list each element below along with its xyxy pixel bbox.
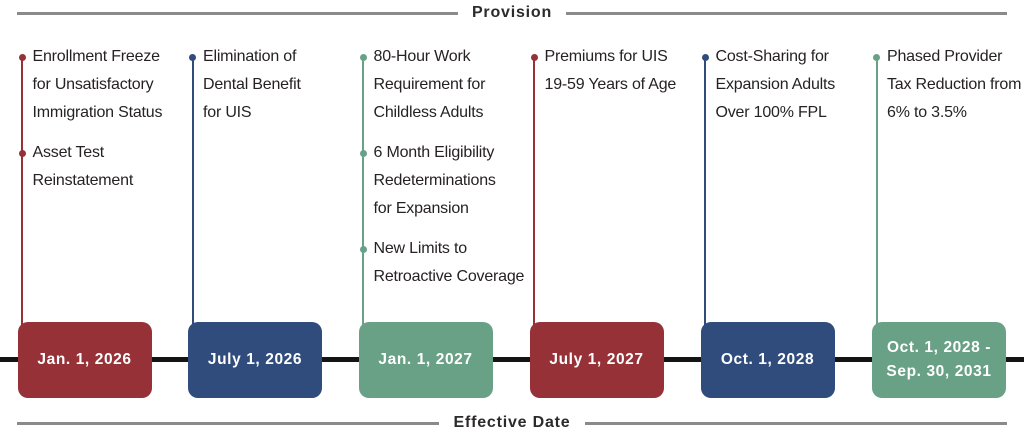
date-label: Jan. 1, 2026: [37, 351, 132, 368]
provision-text: Asset Test Reinstatement: [32, 144, 134, 189]
date-label: July 1, 2027: [549, 351, 644, 368]
bullet-dot-icon: [18, 149, 26, 157]
header-rule-left: [17, 11, 458, 15]
provision-list: Phased Provider Tax Reduction from 6% to…: [873, 43, 1023, 139]
date-label: Oct. 1, 2028 - Sep. 30, 2031: [886, 339, 992, 380]
timeline-column-jan-2027: 80-Hour Work Requirement for Childless A…: [358, 0, 530, 438]
provision-item: 6 Month Eligibility Redeterminations for…: [359, 139, 526, 223]
date-label: July 1, 2026: [207, 351, 303, 368]
date-box: Oct. 1, 2028 - Sep. 30, 2031: [872, 322, 1006, 398]
date-box: Jan. 1, 2027: [358, 322, 493, 398]
bullet-dot-icon: [359, 53, 367, 61]
timeline-column-jan-2026: Enrollment Freeze for Unsatisfactory Imm…: [17, 0, 189, 438]
timeline-column-oct-2028: Cost-Sharing for Expansion Adults Over 1…: [700, 0, 872, 438]
provision-text: Enrollment Freeze for Unsatisfactory Imm…: [32, 48, 163, 121]
effective-date-label: Effective Date: [453, 414, 571, 431]
provision-text: Cost-Sharing for Expansion Adults Over 1…: [715, 48, 836, 121]
provision-item: New Limits to Retroactive Coverage: [359, 235, 526, 291]
header-rule-right: [566, 11, 1008, 15]
provision-text: 80-Hour Work Requirement for Childless A…: [373, 48, 486, 121]
footer-rule-right: [584, 421, 1007, 425]
column-line: [21, 56, 23, 360]
provision-header-label: Provision: [471, 4, 553, 21]
date-box: July 1, 2026: [188, 322, 322, 398]
provision-item: Premiums for UIS 19-59 Years of Age: [530, 43, 697, 99]
footer-rule-left: [17, 421, 440, 425]
provision-item: Enrollment Freeze for Unsatisfactory Imm…: [18, 43, 185, 127]
provision-text: 6 Month Eligibility Redeterminations for…: [373, 144, 496, 217]
date-label: Oct. 1, 2028: [720, 351, 815, 368]
provision-item: Asset Test Reinstatement: [18, 139, 185, 195]
date-box: Jan. 1, 2026: [17, 322, 152, 398]
provision-text: Phased Provider Tax Reduction from 6% to…: [887, 48, 1022, 121]
bullet-dot-icon: [873, 53, 880, 61]
date-box: Oct. 1, 2028: [700, 322, 835, 398]
provision-list: Cost-Sharing for Expansion Adults Over 1…: [701, 43, 868, 139]
provision-list: 80-Hour Work Requirement for Childless A…: [359, 43, 526, 303]
date-box: July 1, 2027: [529, 322, 664, 398]
column-line: [875, 56, 878, 360]
provision-item: 80-Hour Work Requirement for Childless A…: [359, 43, 526, 127]
provision-text: New Limits to Retroactive Coverage: [373, 240, 525, 285]
provision-list: Elimination of Dental Benefit for UIS: [189, 43, 355, 139]
provision-text: Premiums for UIS 19-59 Years of Age: [544, 48, 677, 93]
provision-item: Phased Provider Tax Reduction from 6% to…: [873, 43, 1023, 127]
provision-header: Provision: [17, 4, 1008, 22]
provision-text: Elimination of Dental Benefit for UIS: [203, 48, 301, 121]
bullet-dot-icon: [359, 245, 367, 253]
date-label: Jan. 1, 2027: [378, 351, 473, 368]
column-line: [362, 56, 364, 360]
column-line: [191, 56, 194, 360]
effective-date-footer: Effective Date: [17, 414, 1007, 432]
column-line: [704, 56, 706, 360]
bullet-dot-icon: [530, 53, 538, 61]
timeline-column-oct-2028-sep-2031: Phased Provider Tax Reduction from 6% to…: [872, 0, 1024, 438]
bullet-dot-icon: [18, 53, 26, 61]
provision-list: Enrollment Freeze for Unsatisfactory Imm…: [18, 43, 185, 207]
timeline-axis: [0, 357, 1024, 362]
bullet-dot-icon: [189, 53, 196, 61]
provision-list: Premiums for UIS 19-59 Years of Age: [530, 43, 697, 111]
timeline-column-july-2026: Elimination of Dental Benefit for UIS Ju…: [188, 0, 359, 438]
provision-item: Elimination of Dental Benefit for UIS: [189, 43, 355, 127]
provision-item: Cost-Sharing for Expansion Adults Over 1…: [701, 43, 868, 127]
bullet-dot-icon: [701, 53, 709, 61]
column-line: [533, 56, 535, 360]
timeline-column-july-2027: Premiums for UIS 19-59 Years of Age July…: [529, 0, 701, 438]
bullet-dot-icon: [359, 149, 367, 157]
